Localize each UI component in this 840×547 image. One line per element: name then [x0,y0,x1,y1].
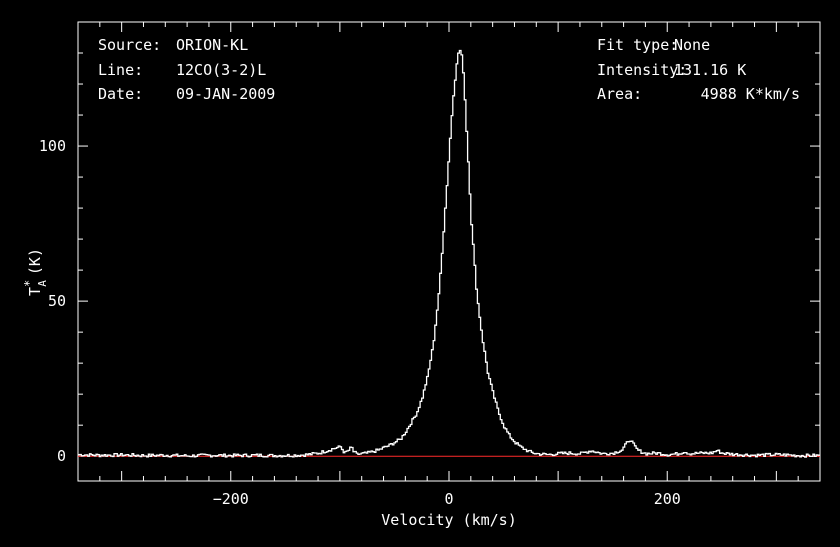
y-label-main: T [26,287,44,296]
x-tick-label: 200 [654,490,681,508]
x-tick-label: 0 [444,490,453,508]
intensity-label: Intensity: [597,61,687,79]
y-label-sub: A [36,280,49,287]
y-label-sup: * [22,280,36,287]
spectrum-line [78,49,821,458]
y-tick-label: 100 [39,137,66,155]
source-label: Source: [98,36,161,54]
x-axis-label: Velocity (km/s) [381,511,516,529]
source-value: ORION-KL [176,36,248,54]
line-value: 12CO(3-2)L [176,61,266,79]
fit-type-label: Fit type: [597,36,678,54]
y-tick-label: 0 [57,447,66,465]
x-tick-label: −200 [213,490,249,508]
y-axis-label: T*A (K) [22,248,49,296]
intensity-value: 131.16 K [674,61,746,79]
y-tick-label: 50 [48,292,66,310]
fit-type-value: None [674,36,710,54]
tick-labels: −200 0 200 0 50 100 [39,137,681,508]
area-label: Area: [597,85,642,103]
line-label: Line: [98,61,143,79]
y-label-unit: (K) [26,248,44,275]
area-value: 4988 K*km/s [701,85,800,103]
tick-marks [77,21,821,481]
date-value: 09-JAN-2009 [176,85,275,103]
svg-text:T*A(K): T*A (K) [22,248,49,296]
date-label: Date: [98,85,143,103]
